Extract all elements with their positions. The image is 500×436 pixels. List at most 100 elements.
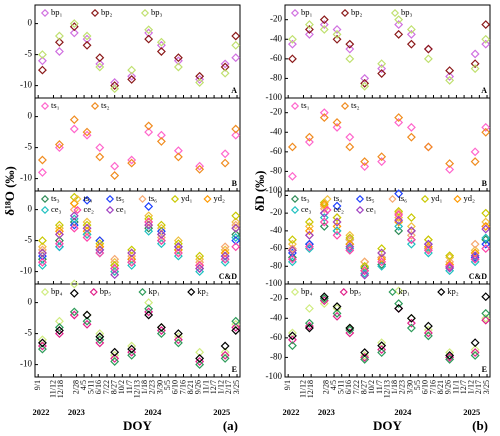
data-point [481,20,491,30]
legend-label: bp₄ [301,286,313,296]
data-point [319,20,329,30]
data-point [332,25,342,34]
y-tick-label: -20 [270,293,282,303]
x-tick-label: 5/11 [87,380,96,394]
data-point [394,304,404,313]
data-point [377,157,387,167]
x-tick-label: 4/5 [329,380,338,390]
data-point [481,315,491,325]
data-point [110,357,120,366]
data-point [287,331,297,341]
legend-label: yd₁ [181,193,193,203]
x-tick-label: 7/22 [352,380,361,394]
figure-label: (a) [223,418,238,433]
data-point [470,348,480,357]
data-point [304,230,314,240]
data-point [231,322,241,332]
data-point [287,341,297,351]
year-label: 2022 [283,407,300,417]
legend-marker [290,101,300,111]
legend-label: ts₄ [334,193,343,203]
data-point [332,29,342,39]
x-tick-label: 9/26 [194,380,203,394]
legend-marker [290,205,300,215]
legend-marker [340,8,350,18]
data-point [220,158,230,168]
legend-marker [340,101,350,111]
data-point [360,257,370,267]
data-point [173,239,183,249]
y-tick-label: -10 [20,173,32,183]
data-point [82,229,92,239]
data-point [173,248,183,258]
x-tick-label: 2/17 [474,380,483,394]
data-point [423,44,433,54]
legend-label: ce₃ [301,204,312,214]
data-point [394,206,404,216]
data-point [345,242,355,252]
data-point [69,220,79,230]
plot-frame [34,283,241,378]
data-point [54,37,64,47]
x-tick-label: 1/18 [140,380,149,394]
year-label: 2025 [463,407,480,417]
data-point [54,220,64,230]
data-point [195,257,205,267]
data-point [231,242,241,252]
data-point [360,352,370,362]
y-tick-label: -5 [25,49,33,59]
plot-frame [284,97,491,192]
x-tick-label: 11/12 [298,380,307,398]
legend-marker [140,8,150,18]
data-point [406,235,416,245]
x-tick-label: 3/25 [232,380,241,394]
y-tick-label: -5 [25,235,33,245]
data-point [394,210,404,220]
data-point [195,264,205,273]
legend-marker [453,194,462,204]
data-point [332,221,342,231]
legend-label: ts₂ [351,100,360,110]
data-point [304,304,314,313]
data-point [287,34,297,44]
data-point [231,316,241,326]
data-point [195,260,205,270]
data-point [445,251,455,261]
data-point [220,68,230,78]
data-point [231,223,241,233]
data-point [82,217,92,227]
data-point [220,353,230,363]
data-point [69,124,79,134]
x-tick-label: 1/12 [467,380,476,394]
legend-marker [40,287,50,297]
data-point [360,348,370,357]
data-point [69,28,79,38]
data-point [445,66,455,76]
data-point [220,149,230,159]
data-point [220,341,230,351]
y-tick-label: -80 [270,351,282,361]
data-point [156,37,166,47]
data-point [220,59,230,69]
data-point [110,270,120,280]
data-point [423,44,433,54]
legend-label: bp₅ [350,286,362,296]
data-point [195,360,205,370]
legend-marker [437,287,446,297]
data-point [231,130,241,140]
data-point [37,155,47,165]
data-point [406,318,416,328]
data-point [406,221,416,231]
y-tick-label: -40 [270,312,282,322]
y-tick-label: -80 [270,260,282,270]
y-tick-label: -5 [25,328,33,338]
data-point [304,226,314,236]
data-point [377,244,387,254]
data-point [110,347,120,357]
data-point [156,229,166,239]
data-point [287,235,297,245]
x-tick-label: 12/7 [209,380,218,394]
data-point [69,211,79,221]
data-point [394,15,404,25]
data-point [231,40,241,50]
